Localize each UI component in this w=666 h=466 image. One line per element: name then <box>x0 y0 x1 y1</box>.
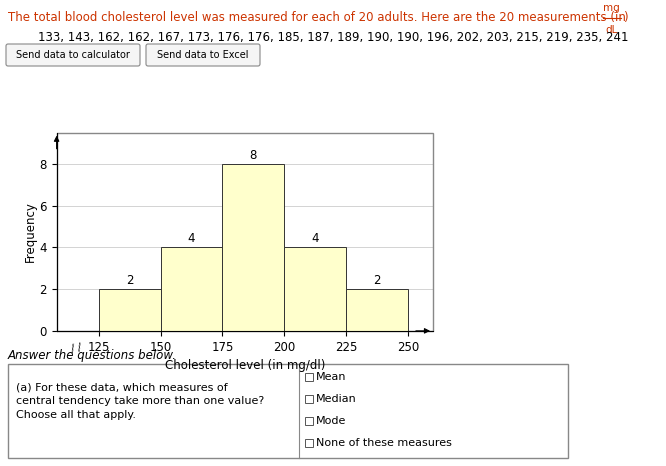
Text: Mean: Mean <box>316 372 347 382</box>
Text: Send data to Excel: Send data to Excel <box>157 50 248 60</box>
Text: 2: 2 <box>126 274 133 287</box>
Text: 8: 8 <box>250 149 257 162</box>
Bar <box>284 247 346 331</box>
Text: (a) For these data, which measures of
central tendency take more than one value?: (a) For these data, which measures of ce… <box>16 382 264 420</box>
Bar <box>346 289 408 331</box>
Y-axis label: Frequency: Frequency <box>23 201 37 262</box>
Bar <box>8 364 568 458</box>
Text: 133, 143, 162, 162, 167, 173, 176, 176, 185, 187, 189, 190, 190, 196, 202, 203, : 133, 143, 162, 162, 167, 173, 176, 176, … <box>38 32 628 44</box>
Bar <box>305 417 313 425</box>
Bar <box>305 439 313 447</box>
Text: Send data to calculator: Send data to calculator <box>16 50 130 60</box>
Bar <box>222 164 284 331</box>
Text: / /: / / <box>71 343 83 354</box>
Text: ): ) <box>623 12 627 25</box>
Text: Mode: Mode <box>316 416 346 426</box>
Text: dL: dL <box>605 25 617 35</box>
Text: mg: mg <box>603 3 620 13</box>
FancyBboxPatch shape <box>6 44 140 66</box>
Bar <box>161 247 222 331</box>
Bar <box>57 133 433 331</box>
Text: 4: 4 <box>312 232 319 245</box>
FancyBboxPatch shape <box>146 44 260 66</box>
Text: None of these measures: None of these measures <box>316 438 452 448</box>
Text: The total blood cholesterol level was measured for each of 20 adults. Here are t: The total blood cholesterol level was me… <box>8 12 629 25</box>
Text: 4: 4 <box>188 232 195 245</box>
Bar <box>305 395 313 403</box>
Text: Answer the questions below.: Answer the questions below. <box>8 350 177 363</box>
X-axis label: Cholesterol level (in mg/dl): Cholesterol level (in mg/dl) <box>165 359 325 372</box>
Text: Median: Median <box>316 394 357 404</box>
Bar <box>99 289 161 331</box>
Text: 2: 2 <box>374 274 381 287</box>
Bar <box>305 373 313 381</box>
